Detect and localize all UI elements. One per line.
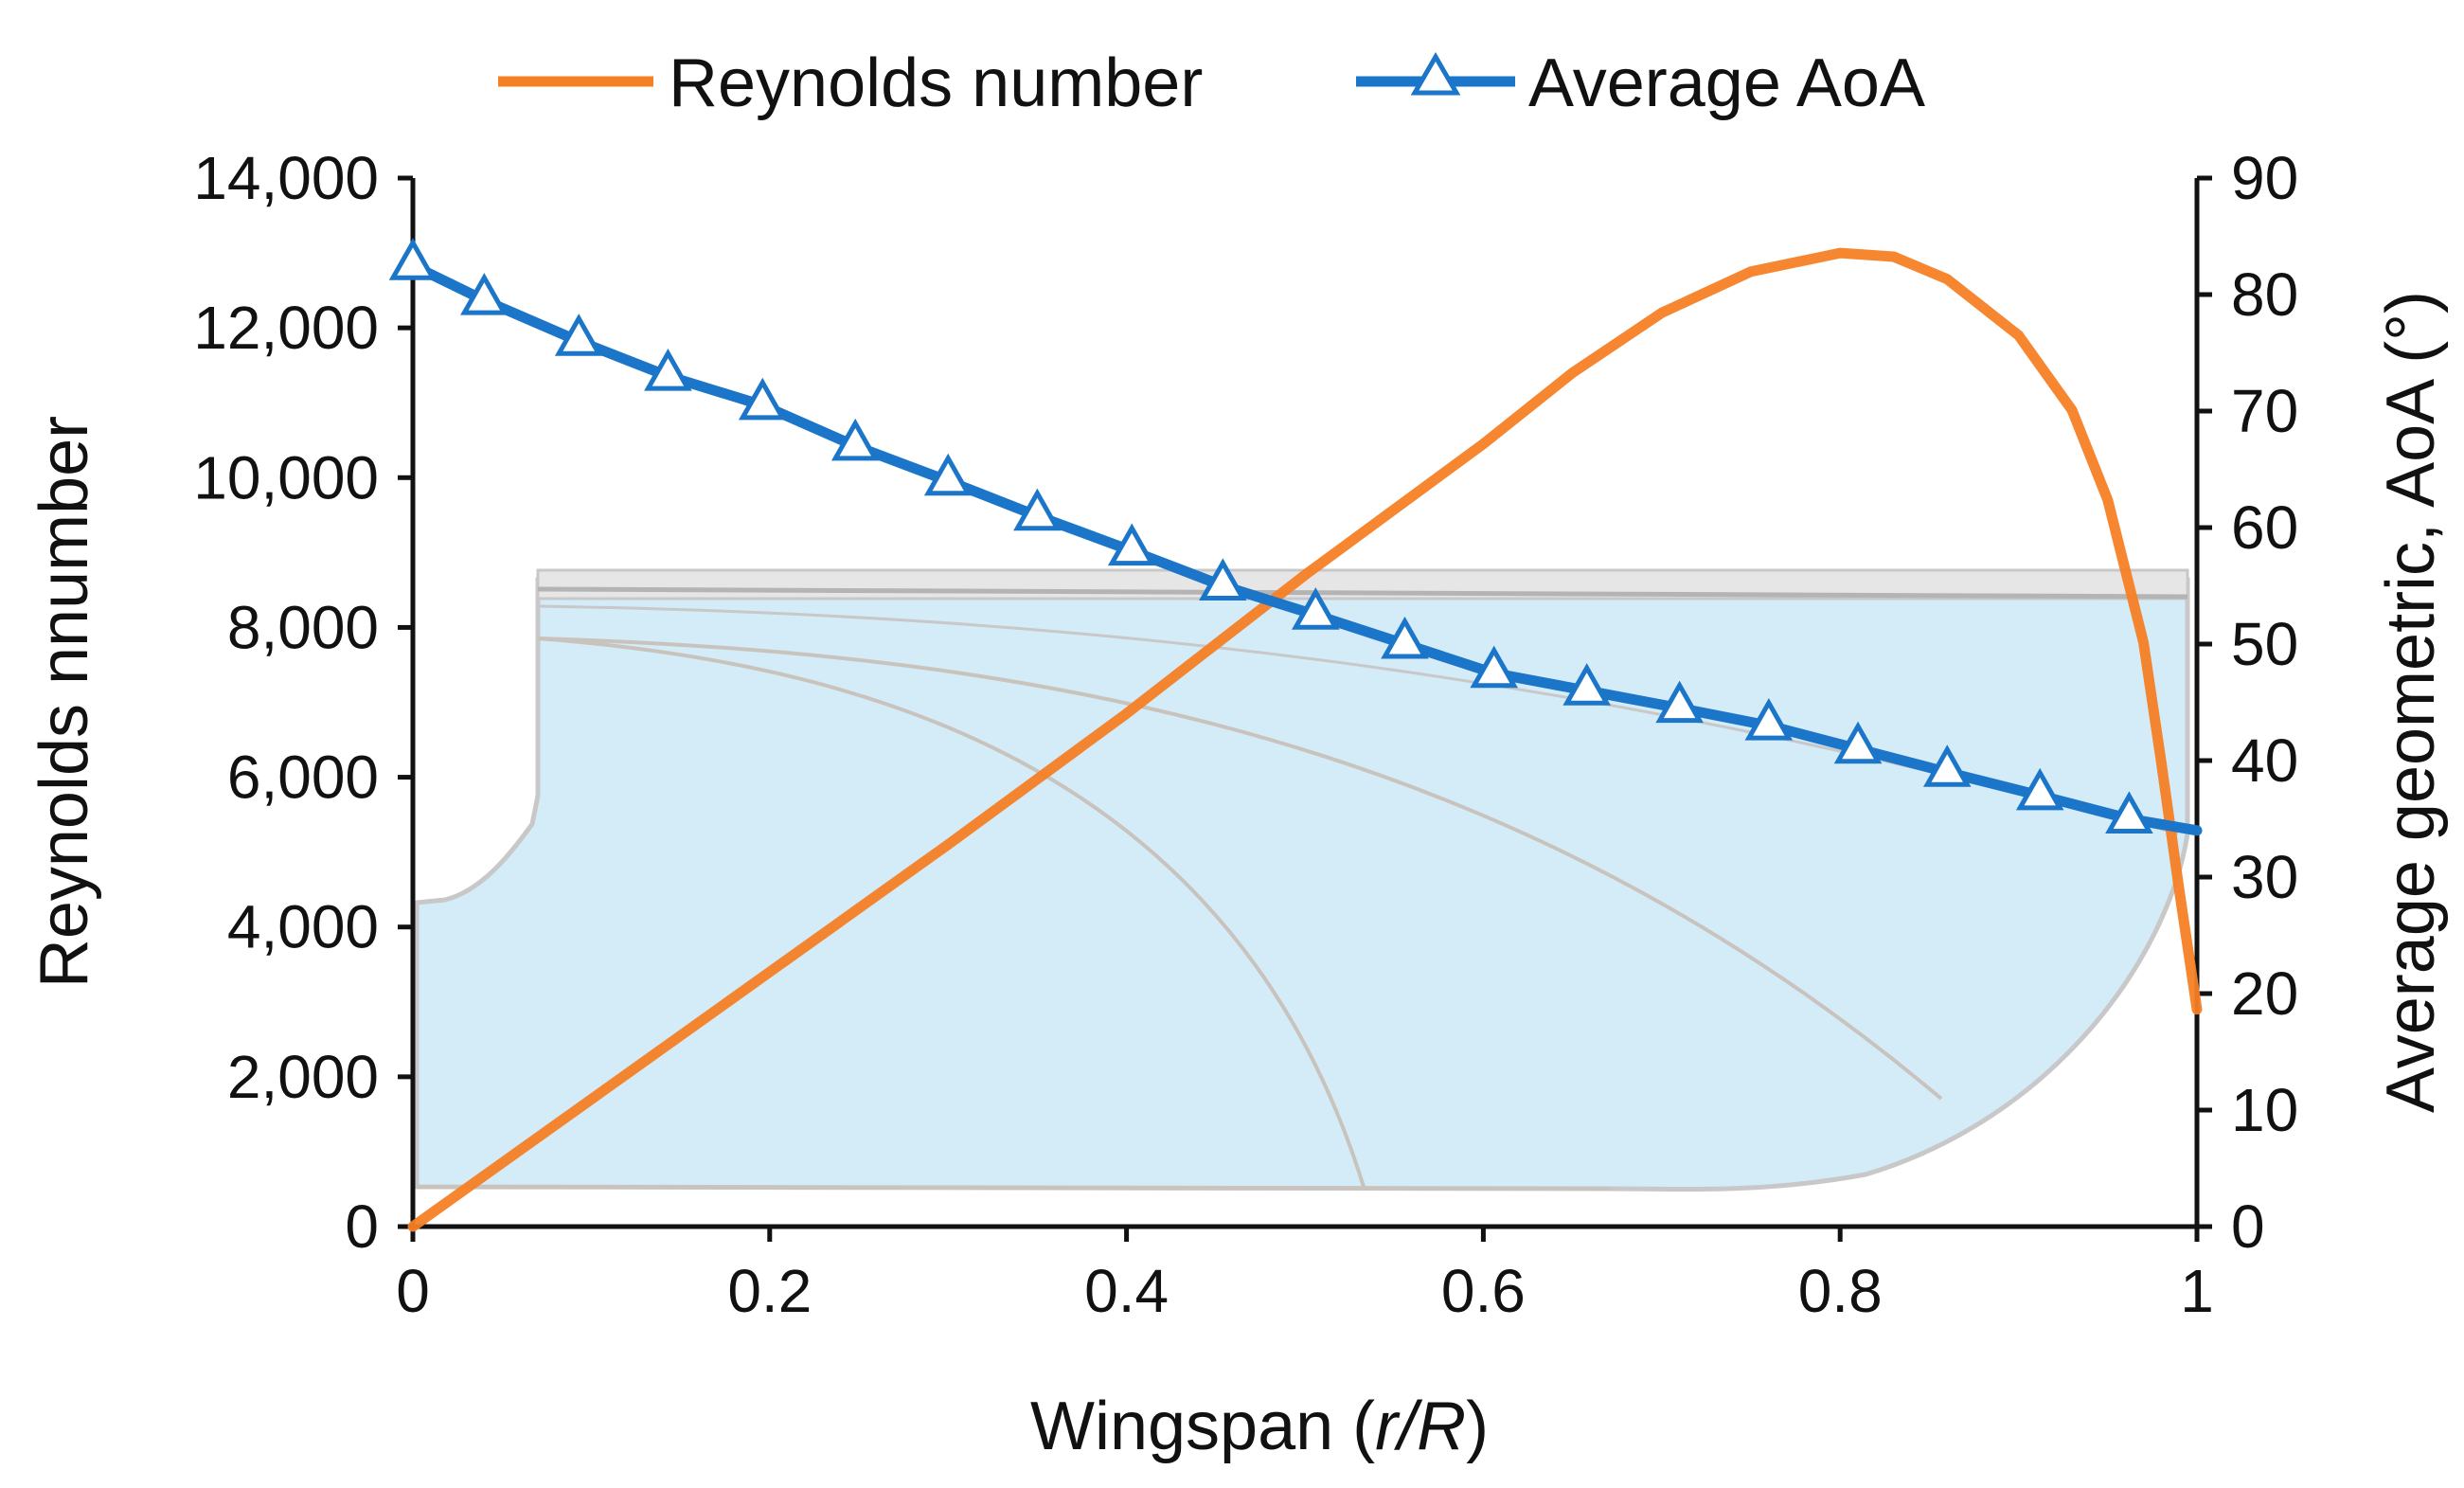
y-left-tick-label: 0 [345,1192,379,1261]
y-left-tick-label: 14,000 [193,144,379,212]
aoa-data-point [1833,721,1883,764]
right-y-axis: 0 10 20 30 40 50 60 70 80 90 [2194,144,2298,1261]
aoa-data-point [644,349,692,391]
y-right-tick-label: 60 [2231,493,2298,562]
y-left-tick-label: 2,000 [227,1043,379,1111]
aoa-data-point [1107,523,1156,566]
aoa-data-point [388,238,437,280]
x-axis-title: Wingspan (r/R) [1030,1389,1489,1464]
x-tick-label: 0.4 [1084,1257,1169,1325]
legend-aoa-label: Average AoA [1528,45,1925,121]
reynolds-series-line [407,247,2203,1232]
x-tick-label: 0.2 [727,1257,812,1325]
aoa-data-point [554,314,603,356]
y-left-tick-label: 4,000 [227,893,379,961]
y-right-tick-label: 10 [2231,1076,2298,1144]
aoa-data-point [830,418,880,461]
aoa-data-point [1013,488,1062,531]
legend: Reynolds number Average AoA [498,45,1925,121]
aoa-data-point [2105,791,2153,834]
series-layer [388,238,2203,1232]
y-axis-left-title: Reynolds nnumber [27,416,102,988]
left-y-axis: 0 2,000 4,000 6,000 8,000 10,000 12,000 14,000 [193,144,416,1261]
y-right-tick-label: 80 [2231,260,2298,329]
aoa-data-point [738,377,787,421]
aoa-data-point [1381,616,1429,659]
y-right-tick-label: 40 [2231,726,2298,795]
x-tick-label: 1 [2180,1257,2214,1325]
legend-aoa-marker [1410,52,1461,96]
x-tick-label: 0 [396,1257,430,1325]
wing-illustration [414,568,2190,1192]
x-tick-label: 0.6 [1441,1257,1526,1325]
aoa-data-point [1922,744,1972,787]
x-axis: 0 0.2 0.4 0.6 0.8 1 [396,1224,2214,1325]
y-right-tick-label: 30 [2231,843,2298,911]
aoa-data-point [1199,558,1247,601]
x-tick-label: 0.8 [1798,1257,1883,1325]
y-left-tick-label: 6,000 [227,744,379,812]
aoa-data-point [2015,767,2064,811]
y-right-tick-label: 0 [2231,1192,2265,1261]
aoa-data-point [460,273,509,315]
y-right-tick-label: 70 [2231,377,2298,445]
aoa-data-point [1655,680,1704,724]
y-left-tick-label: 12,000 [193,294,379,362]
y-axis-right-title: Average geometric, AoA (°) [2373,291,2449,1113]
y-right-tick-label: 90 [2231,144,2298,212]
aoa-data-point [1562,663,1611,706]
legend-reynolds-label: Reynolds number [669,45,1203,121]
aoa-data-point [1744,698,1794,741]
y-right-tick-label: 20 [2231,959,2298,1028]
aoa-data-point [1292,587,1340,630]
aoa-data-point [1470,645,1518,689]
y-right-tick-label: 50 [2231,610,2298,678]
y-left-tick-label: 8,000 [227,593,379,661]
y-left-tick-label: 10,000 [193,443,379,511]
aoa-data-point [923,453,973,496]
